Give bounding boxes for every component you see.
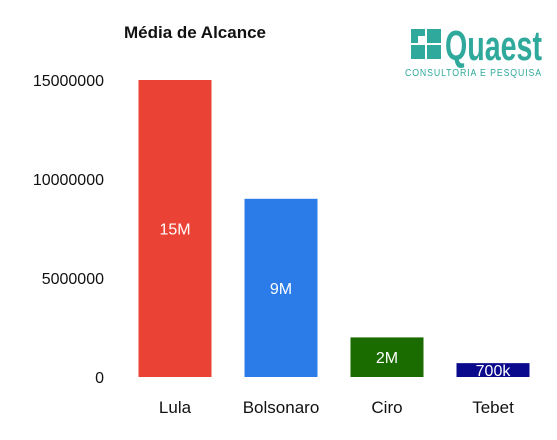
bars [138,80,530,377]
logo-wordmark: Quaest [445,22,542,69]
y-tick-label: 15000000 [33,73,104,90]
bar-tebet [456,363,530,377]
x-tick-label: Tebet [472,398,514,417]
y-axis: 0 5000000 10000000 15000000 [33,73,104,387]
data-label: 9M [270,281,292,298]
data-label: 15M [159,222,190,239]
x-tick-label: Ciro [371,398,402,417]
logo-mark-icon [411,29,441,59]
bar-bolsonaro [244,198,318,377]
y-tick-label: 10000000 [33,172,104,189]
y-tick-label: 0 [95,370,104,387]
logo-tagline: CONSULTORIA E PESQUISA [405,68,542,79]
data-label: 2M [376,350,398,367]
x-tick-label: Bolsonaro [243,398,320,417]
chart-title: Média de Alcance [124,23,266,42]
bar-ciro [350,337,424,377]
quaest-logo: Quaest CONSULTORIA E PESQUISA [405,22,542,79]
data-label: 700k [476,363,512,380]
bar-lula [138,80,212,377]
data-labels: 15M 9M 2M 700k [159,222,511,381]
x-axis: Lula Bolsonaro Ciro Tebet [159,398,514,417]
x-tick-label: Lula [159,398,192,417]
y-tick-label: 5000000 [42,271,104,288]
